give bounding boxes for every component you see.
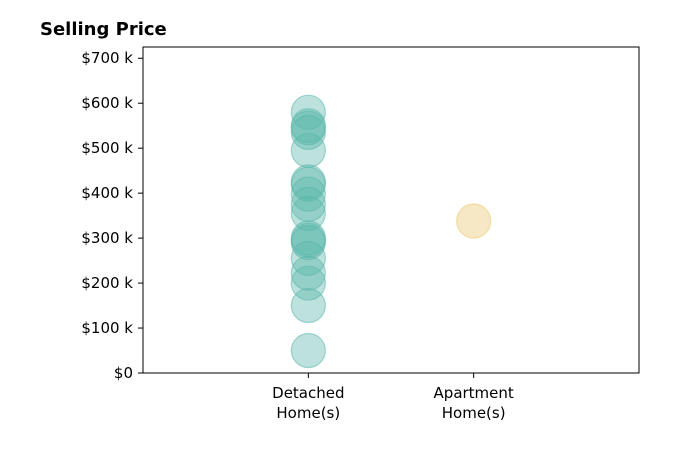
detached-home-point <box>290 332 326 369</box>
data-points <box>290 94 492 369</box>
x-axis: Detached Home(s) Apartment Home(s) <box>272 373 514 422</box>
y-tick-label: $700 k <box>81 49 133 67</box>
plot-frame <box>142 46 640 374</box>
x-tick-label: Apartment <box>434 384 514 402</box>
y-tick-label: $300 k <box>81 229 133 247</box>
detached-home-point <box>290 195 326 231</box>
detached-home-point <box>290 108 326 144</box>
detached-home-point <box>290 132 326 169</box>
y-axis: $0 $100 k $200 k $300 k $400 k $500 k $600 k $7… <box>81 49 143 382</box>
x-tick-label: Home(s) <box>276 404 340 422</box>
detached-home-point <box>290 164 326 200</box>
chart-title: Selling Price <box>40 19 167 40</box>
detached-home-point <box>290 265 326 301</box>
detached-home-point <box>290 240 326 276</box>
detached-home-point <box>290 255 326 291</box>
apartment-home-point <box>456 203 492 239</box>
y-tick-label: $100 k <box>81 319 133 337</box>
detached-home-point <box>290 176 326 212</box>
x-tick-label: Detached <box>272 384 344 402</box>
y-tick-label: $600 k <box>81 94 133 112</box>
detached-home-point <box>290 287 326 324</box>
y-tick-label: $0 <box>114 364 133 382</box>
y-tick-label: $500 k <box>81 139 133 157</box>
x-tick-label: Home(s) <box>442 404 506 422</box>
y-tick-label: $200 k <box>81 274 133 292</box>
detached-home-point <box>290 94 326 130</box>
detached-home-point <box>290 186 326 222</box>
y-tick-label: $400 k <box>81 184 133 202</box>
